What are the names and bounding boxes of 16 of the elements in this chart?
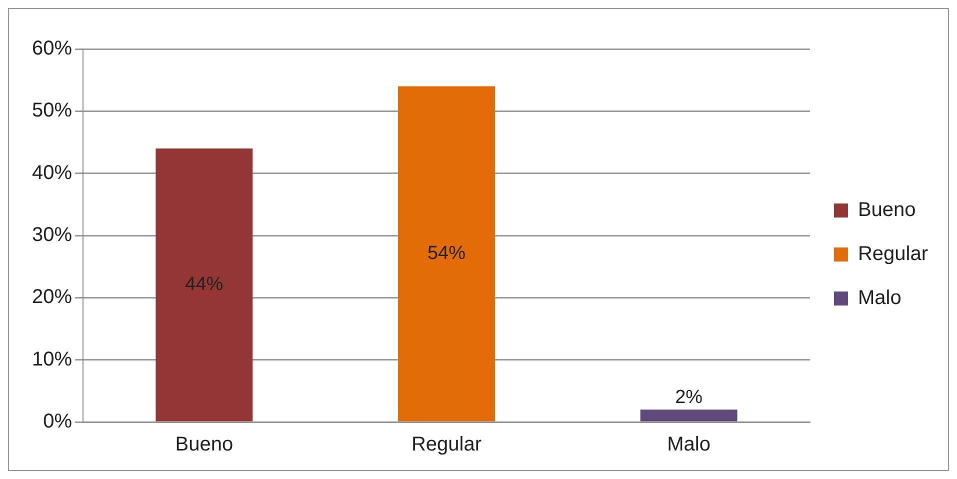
y-tick-label: 40% [32, 162, 72, 184]
y-tick-label: 0% [43, 410, 72, 433]
x-tick-label: Bueno [175, 434, 234, 456]
legend-label: Bueno [858, 199, 916, 222]
legend-label: Malo [858, 287, 902, 310]
x-tick-label: Regular [411, 434, 482, 456]
y-tick-label: 50% [32, 100, 72, 122]
y-tick-label: 10% [32, 348, 72, 370]
data-label: 2% [675, 386, 703, 408]
y-tick-label: 20% [32, 286, 72, 308]
y-tick-label: 30% [32, 224, 72, 246]
data-label: 54% [427, 243, 466, 264]
legend-label: Regular [858, 243, 928, 266]
y-tick-label: 60% [32, 38, 72, 60]
data-label: 44% [185, 274, 224, 296]
x-tick-label: Malo [667, 434, 710, 456]
